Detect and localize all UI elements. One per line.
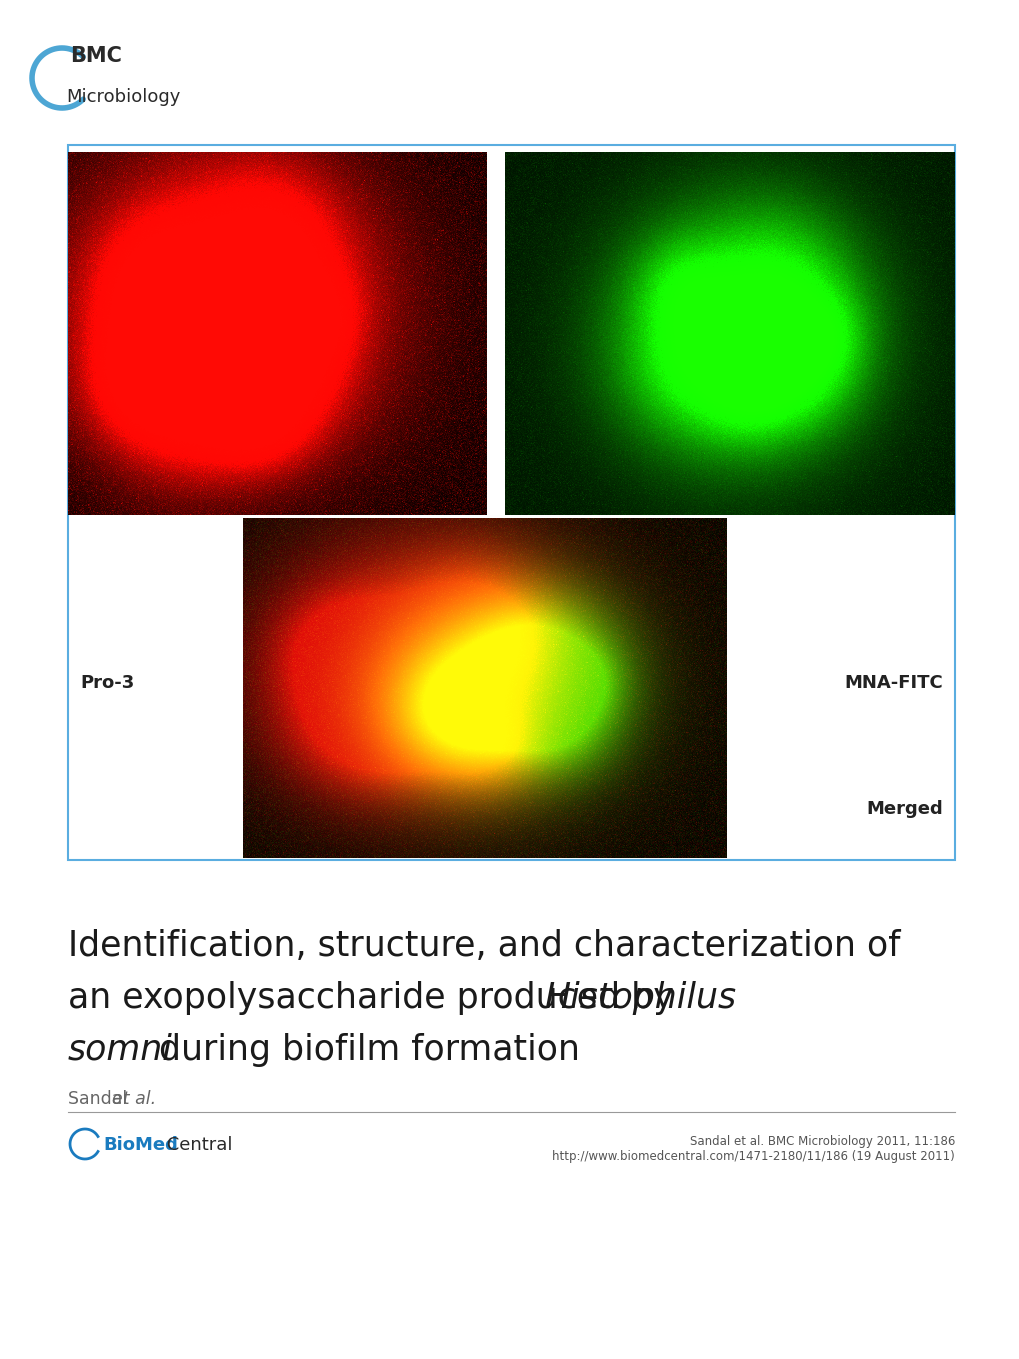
- Text: somni: somni: [68, 1033, 172, 1067]
- Bar: [486, 152, 504, 515]
- Text: MNA-FITC: MNA-FITC: [844, 674, 943, 692]
- Text: BioMed: BioMed: [103, 1136, 177, 1154]
- Text: http://www.biomedcentral.com/1471-2180/11/186 (19 August 2011): http://www.biomedcentral.com/1471-2180/1…: [551, 1150, 954, 1163]
- Bar: [68, 518, 243, 858]
- Text: an exopolysaccharide produced by: an exopolysaccharide produced by: [68, 981, 684, 1015]
- Text: Merged: Merged: [865, 800, 943, 818]
- Text: Identification, structure, and characterization of: Identification, structure, and character…: [68, 930, 900, 964]
- Bar: [727, 518, 954, 858]
- Text: during biofilm formation: during biofilm formation: [148, 1033, 580, 1067]
- Text: Sandal et al. BMC Microbiology 2011, 11:186: Sandal et al. BMC Microbiology 2011, 11:…: [689, 1135, 954, 1148]
- Text: Microbiology: Microbiology: [66, 88, 180, 106]
- Text: BMC: BMC: [70, 46, 121, 67]
- Text: et al.: et al.: [112, 1090, 156, 1108]
- Text: Histophilus: Histophilus: [543, 981, 736, 1015]
- Text: Sandal: Sandal: [68, 1090, 132, 1108]
- Text: Pro-3: Pro-3: [79, 674, 135, 692]
- Text: Central: Central: [161, 1136, 232, 1154]
